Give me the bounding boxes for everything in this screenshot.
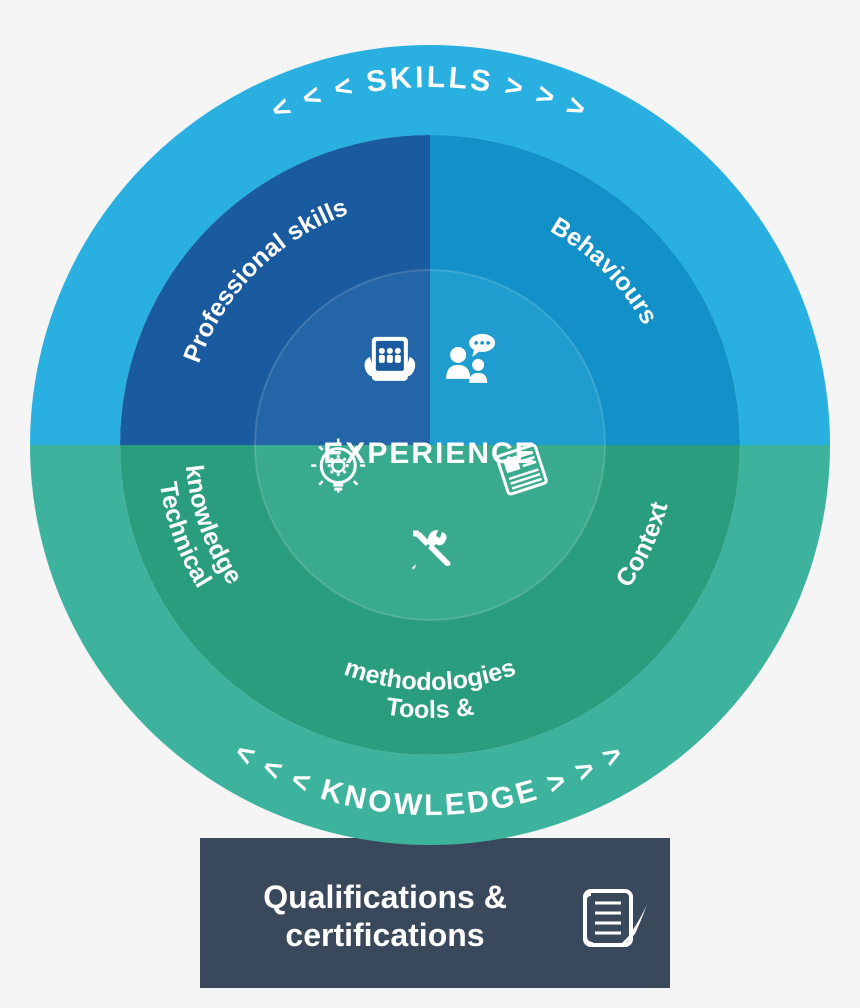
tablet-icon [365,337,416,381]
label-tools-methodologies: Tools & [384,693,475,724]
